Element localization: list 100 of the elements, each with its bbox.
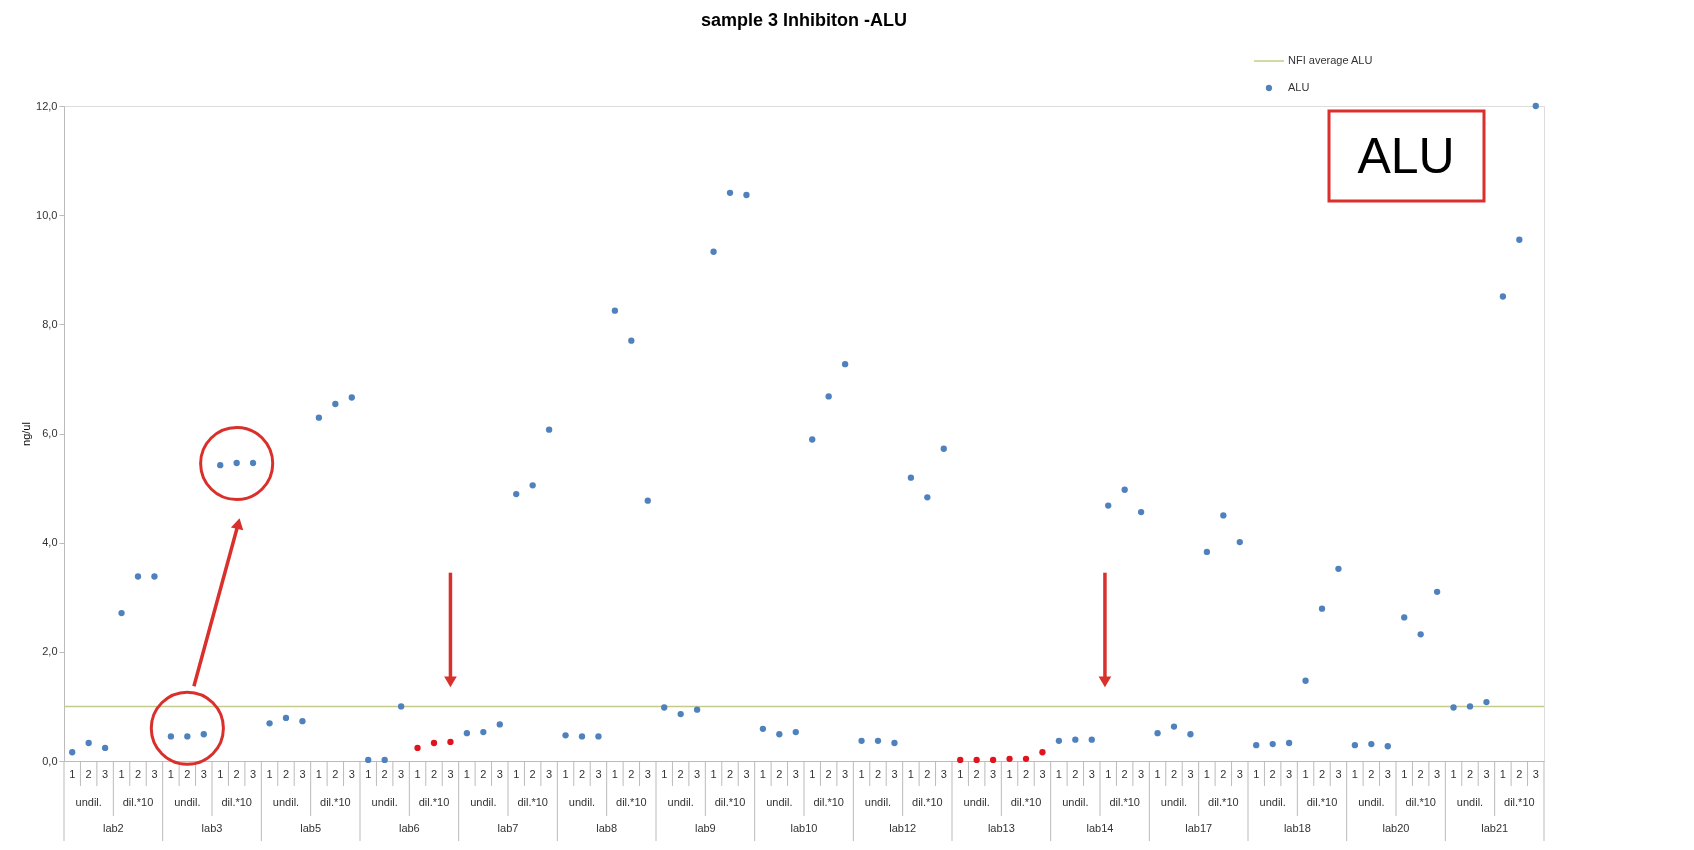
text: lab20: [1382, 822, 1410, 834]
x-tick-label: 2: [924, 768, 931, 780]
x-tick-label: 2: [282, 768, 290, 780]
text: undil.: [1259, 796, 1286, 808]
text: undil.: [174, 796, 201, 808]
x-tick-label: 1: [513, 768, 520, 780]
x-tick-label: 3: [644, 768, 651, 780]
x-tick-label: 3: [1039, 768, 1046, 780]
x-tick-label: 1: [69, 768, 76, 780]
x-tick-label: 2: [628, 768, 635, 780]
x-tick-label: 1: [217, 768, 224, 780]
x-tick-label: 2: [1466, 768, 1474, 780]
text: undil.: [1456, 796, 1484, 808]
text: undil.: [568, 796, 596, 808]
x-tick-label: 1: [118, 768, 125, 780]
x-tick-label: 3: [1434, 768, 1441, 780]
x-tick-label: 2: [184, 768, 191, 780]
x-tick-label: 1: [365, 768, 372, 780]
x-tick-label: 3: [940, 768, 947, 780]
x-tick-label: 3: [1483, 768, 1490, 780]
text: undil.: [1062, 796, 1089, 808]
x-tick-label: 3: [595, 768, 602, 780]
x-tick-label: 2: [1121, 768, 1128, 780]
text: lab7: [497, 822, 519, 834]
x-tick-label: 3: [1532, 768, 1539, 780]
chart-title: sample 3 Inhibiton -ALU: [700, 10, 908, 30]
x-tick-label: 1: [1006, 768, 1013, 780]
text: undil.: [75, 796, 102, 808]
x-tick-label: 2: [1417, 768, 1424, 780]
annotation: ALU: [1357, 128, 1455, 184]
text: dil.*10: [1405, 796, 1436, 808]
text: undil.: [371, 796, 398, 808]
x-tick-label: 2: [776, 768, 783, 780]
x-tick-label: 2: [874, 768, 882, 780]
x-tick-label: 2: [85, 768, 92, 780]
x-tick-label: 2: [973, 768, 980, 780]
x-tick-label: 3: [743, 768, 750, 780]
text: lab17: [1185, 822, 1213, 834]
y-tick-label: 4,0: [42, 536, 58, 549]
x-tick-label: 1: [1055, 768, 1062, 780]
x-tick-label: 2: [381, 768, 388, 780]
x-tick-label: 3: [1335, 768, 1342, 780]
x-tick-label: 1: [759, 768, 766, 780]
x-tick-label: 1: [1105, 768, 1112, 780]
x-tick-label: 3: [1088, 768, 1095, 780]
x-tick-label: 3: [151, 768, 158, 780]
x-tick-label: 1: [1203, 768, 1210, 780]
x-tick-label: 1: [858, 768, 865, 780]
x-tick-label: 1: [1351, 768, 1358, 780]
x-tick-label: 2: [1170, 768, 1178, 780]
x-tick-label: 1: [809, 768, 816, 780]
text: lab13: [987, 822, 1015, 834]
x-tick-label: 1: [463, 768, 470, 780]
x-tick-label: 2: [578, 768, 586, 780]
x-tick-label: 1: [1401, 768, 1408, 780]
y-tick-label: 0,0: [42, 754, 58, 767]
x-tick-label: 1: [562, 768, 569, 780]
x-tick-label: 2: [529, 768, 536, 780]
y-tick-label: 2,0: [42, 645, 58, 658]
x-tick-label: 2: [1318, 768, 1326, 780]
text: dil.*10: [1010, 796, 1042, 808]
x-tick-label: 1: [907, 768, 914, 780]
x-tick-label: 3: [792, 768, 799, 780]
x-tick-label: 2: [1516, 768, 1523, 780]
x-tick-label: 3: [299, 768, 306, 780]
text: lab14: [1086, 822, 1114, 834]
x-tick-label: 2: [430, 768, 438, 780]
text: dil.*10: [517, 796, 548, 808]
text: undil.: [1358, 796, 1385, 808]
x-tick-label: 3: [1384, 768, 1391, 780]
x-tick-label: 3: [102, 768, 109, 780]
x-tick-label: 3: [348, 768, 355, 780]
text: dil.*10: [320, 796, 351, 808]
x-tick-label: 1: [414, 768, 421, 780]
text: lab2: [102, 822, 124, 834]
text: dil.*10: [1306, 796, 1338, 808]
x-tick-label: 1: [1302, 768, 1309, 780]
y-axis-title: ng/ul: [20, 422, 33, 446]
text: dil.*10: [616, 796, 647, 808]
y-tick-label: 8,0: [42, 317, 58, 330]
x-tick-label: 2: [1269, 768, 1276, 780]
x-tick-label: 3: [200, 768, 207, 780]
text: undil.: [470, 796, 497, 808]
text: undil.: [272, 796, 300, 808]
x-tick-label: 3: [398, 768, 405, 780]
text: undil.: [864, 796, 892, 808]
text: lab12: [889, 822, 917, 834]
text: lab9: [694, 822, 716, 834]
text: dil.*10: [418, 796, 450, 808]
x-tick-label: 2: [1022, 768, 1030, 780]
text: lab21: [1481, 822, 1509, 834]
x-tick-label: 3: [1286, 768, 1293, 780]
text: dil.*10: [813, 796, 844, 808]
x-tick-label: 3: [496, 768, 503, 780]
x-tick-label: 1: [611, 768, 618, 780]
y-tick-label: 10,0: [36, 208, 58, 221]
x-tick-label: 2: [726, 768, 734, 780]
x-tick-label: 1: [1450, 768, 1457, 780]
x-tick-label: 1: [315, 768, 322, 780]
text: undil.: [1160, 796, 1188, 808]
